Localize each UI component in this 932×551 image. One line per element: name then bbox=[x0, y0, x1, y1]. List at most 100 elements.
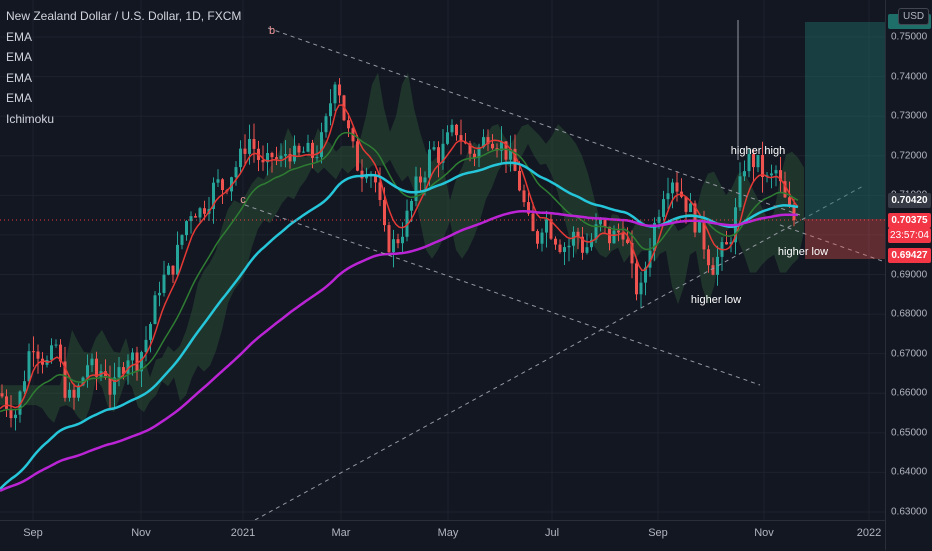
candle-body bbox=[536, 231, 539, 244]
candle-body bbox=[572, 231, 575, 246]
candle-body bbox=[288, 154, 292, 162]
price-axis[interactable]: 0.63000 0.64000 0.65000 0.66000 0.67000 0.680… bbox=[885, 0, 932, 550]
candle-body bbox=[176, 244, 179, 275]
indicator-ema-1[interactable]: EMA bbox=[6, 29, 33, 44]
candle-body bbox=[279, 155, 283, 159]
candle-body bbox=[135, 352, 139, 372]
candle-body bbox=[54, 344, 58, 346]
candle-body bbox=[707, 249, 710, 266]
trend-lines bbox=[0, 20, 885, 520]
time-tick: 2021 bbox=[230, 527, 256, 539]
candle-body bbox=[131, 352, 134, 361]
candle-body bbox=[374, 174, 377, 183]
candle-body bbox=[189, 216, 193, 222]
candle-body bbox=[396, 239, 400, 244]
lower-extension-line bbox=[779, 224, 885, 263]
candle-body bbox=[23, 381, 26, 392]
candle-body bbox=[77, 385, 80, 398]
annotation-label: b bbox=[269, 25, 275, 37]
candle-body bbox=[491, 143, 494, 149]
candle-body bbox=[90, 358, 94, 366]
ichimoku-cloud bbox=[0, 72, 804, 423]
candle-body bbox=[567, 245, 571, 248]
candle-body bbox=[95, 358, 98, 377]
candle-body bbox=[531, 213, 535, 232]
symbol-title[interactable]: New Zealand Dollar / U.S. Dollar, 1D, FX… bbox=[6, 9, 242, 23]
price-tick: 0.64000 bbox=[891, 466, 928, 478]
candle-body bbox=[392, 239, 395, 253]
candle-body bbox=[779, 170, 782, 182]
candle-body bbox=[126, 360, 130, 374]
currency-button[interactable]: USD bbox=[898, 8, 930, 25]
candle-body bbox=[423, 177, 427, 183]
indicator-ema-2[interactable]: EMA bbox=[6, 50, 33, 64]
time-tick: Sep bbox=[648, 527, 668, 539]
time-tick: 2022 bbox=[856, 527, 882, 539]
candle-body bbox=[356, 141, 359, 171]
time-axis[interactable]: Sep Nov 2021 Mar May Jul Sep Nov 2022 bbox=[0, 520, 885, 551]
candle-body bbox=[248, 139, 251, 154]
candle-body bbox=[180, 235, 184, 245]
time-tick: Nov bbox=[754, 527, 774, 539]
candle-body bbox=[527, 202, 530, 214]
candle-body bbox=[747, 154, 751, 172]
candle-body bbox=[117, 367, 121, 378]
indicator-ema-4[interactable]: EMA bbox=[6, 91, 33, 105]
candle-body bbox=[513, 148, 517, 171]
stop-price-box: 0.69427 bbox=[888, 248, 931, 263]
candle-body bbox=[482, 137, 485, 148]
candle-body bbox=[338, 84, 341, 96]
candle-body bbox=[752, 154, 755, 168]
target-zone bbox=[805, 22, 885, 219]
candle-body bbox=[581, 236, 584, 253]
candle-body bbox=[302, 151, 305, 153]
candle-body bbox=[113, 377, 116, 395]
indicator-ema-3[interactable]: EMA bbox=[6, 70, 33, 85]
price-tick: 0.68000 bbox=[891, 308, 928, 320]
candle-body bbox=[468, 143, 472, 154]
candle-body bbox=[504, 141, 508, 160]
candle-body bbox=[270, 153, 274, 158]
position-tool bbox=[805, 22, 885, 259]
candle-body bbox=[716, 256, 719, 275]
candle-body bbox=[518, 170, 521, 191]
candle-body bbox=[108, 377, 112, 395]
annotation-label: higher low bbox=[691, 294, 741, 306]
price-tick: 0.66000 bbox=[891, 387, 928, 399]
candle-body bbox=[315, 157, 319, 159]
indicator-ichimoku[interactable]: Ichimoku bbox=[6, 111, 55, 126]
candle-body bbox=[140, 352, 143, 372]
candle-body bbox=[441, 143, 445, 163]
candle-body bbox=[522, 190, 526, 203]
candle-body bbox=[324, 116, 328, 133]
candle-body bbox=[320, 132, 323, 158]
candle-body bbox=[414, 176, 418, 201]
price-tick: 0.69000 bbox=[891, 269, 928, 280]
ema-lines bbox=[0, 104, 799, 492]
candle-body bbox=[711, 265, 715, 275]
candle-body bbox=[657, 216, 661, 223]
candle-body bbox=[333, 84, 337, 104]
chart-area[interactable]: b c higher high higher low higher low New Ze… bbox=[0, 0, 885, 520]
candle-body bbox=[630, 243, 634, 264]
candle-body bbox=[18, 391, 22, 415]
candle-body bbox=[509, 148, 512, 160]
candle-body bbox=[144, 339, 148, 353]
annotation-label: c bbox=[240, 194, 246, 206]
candle-body bbox=[239, 148, 242, 168]
candle-body bbox=[653, 222, 656, 251]
candle-body bbox=[540, 232, 544, 244]
candle-body bbox=[306, 142, 310, 152]
annotation-label: higher low bbox=[778, 246, 828, 258]
candle-body bbox=[347, 120, 350, 129]
chart-canvas[interactable]: b c higher high higher low higher low bbox=[0, 0, 885, 520]
stop-zone bbox=[805, 219, 885, 259]
candle-body bbox=[216, 179, 220, 183]
candle-body bbox=[27, 351, 31, 382]
candle-body bbox=[689, 203, 692, 212]
price-tick: 0.72000 bbox=[891, 150, 928, 162]
time-tick: Sep bbox=[23, 527, 43, 539]
candle-body bbox=[621, 232, 625, 240]
candle-body bbox=[729, 242, 733, 245]
candle-body bbox=[297, 145, 301, 153]
